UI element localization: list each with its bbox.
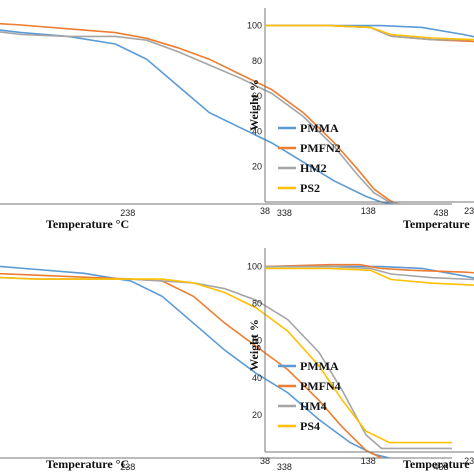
x-tick-label: 138	[361, 206, 376, 216]
y-tick-label: 100	[247, 21, 262, 31]
y-tick-label: 60	[252, 91, 262, 101]
x-tick-label: 438	[434, 462, 449, 472]
series-line-pmma	[0, 265, 390, 458]
series-line-pmfn4	[0, 272, 382, 458]
chart-panel-bottom-right: 38 138 238 100 80 60 40 20 Temperature Weight % PM…	[247, 248, 474, 471]
y-tick-label: 20	[252, 162, 262, 172]
x-tick-label: 438	[434, 208, 449, 218]
x-tick-label: 338	[277, 208, 292, 218]
y-tick-label: 20	[252, 410, 262, 420]
y-tick-label: 60	[252, 336, 262, 346]
legend-label: HM4	[300, 399, 327, 413]
x-axis-title: Temperature °C	[46, 217, 129, 231]
x-tick-label: 238	[120, 208, 135, 218]
y-tick-label: 80	[252, 56, 262, 66]
series-line-pmma	[0, 29, 398, 204]
series-line-hm4	[0, 276, 452, 450]
legend-label: HM2	[300, 161, 327, 175]
series-line-pmfn2	[0, 22, 398, 204]
chart-panel-top-right: 38 138 238 100 80 60 40 20 Temperature Weight % PM…	[247, 8, 474, 231]
x-tick-label: 38	[260, 456, 270, 466]
chart-panel-top-left: 238 338 438 Temperature °C	[0, 22, 452, 231]
x-axis-title: Temperature	[403, 217, 470, 231]
y-axis-title: Weight %	[247, 319, 261, 371]
legend-label: PMFN2	[300, 141, 341, 155]
legend-label: PS4	[300, 419, 320, 433]
x-axis-title: Temperature °C	[46, 457, 129, 471]
legend-label: PMFN4	[300, 379, 341, 393]
chart-panel-bottom-left: 238 338 438 Temperature °C	[0, 265, 452, 472]
series-line-pmfn2	[265, 24, 474, 43]
legend-label: PMMA	[300, 359, 339, 373]
y-axis-title: Weight %	[247, 79, 261, 131]
y-tick-label: 100	[247, 262, 262, 272]
x-tick-label: 238	[464, 206, 474, 216]
legend-label: PS2	[300, 181, 320, 195]
series-line-ps2	[265, 24, 474, 41]
series-line-hm4	[265, 265, 474, 281]
series-line-ps4	[0, 276, 452, 444]
legend-label: PMMA	[300, 121, 339, 135]
series-line-pmfn4	[265, 263, 474, 274]
y-tick-label: 40	[252, 373, 262, 383]
series-line-hm2	[0, 31, 401, 204]
y-tick-label: 80	[252, 299, 262, 309]
x-tick-label: 238	[464, 456, 474, 466]
y-tick-label: 40	[252, 126, 262, 136]
x-tick-label: 138	[361, 456, 376, 466]
x-axis-title: Temperature	[403, 457, 470, 471]
x-tick-label: 238	[120, 462, 135, 472]
x-tick-label: 338	[277, 462, 292, 472]
series-line-ps4	[265, 267, 474, 286]
x-tick-label: 38	[260, 206, 270, 216]
